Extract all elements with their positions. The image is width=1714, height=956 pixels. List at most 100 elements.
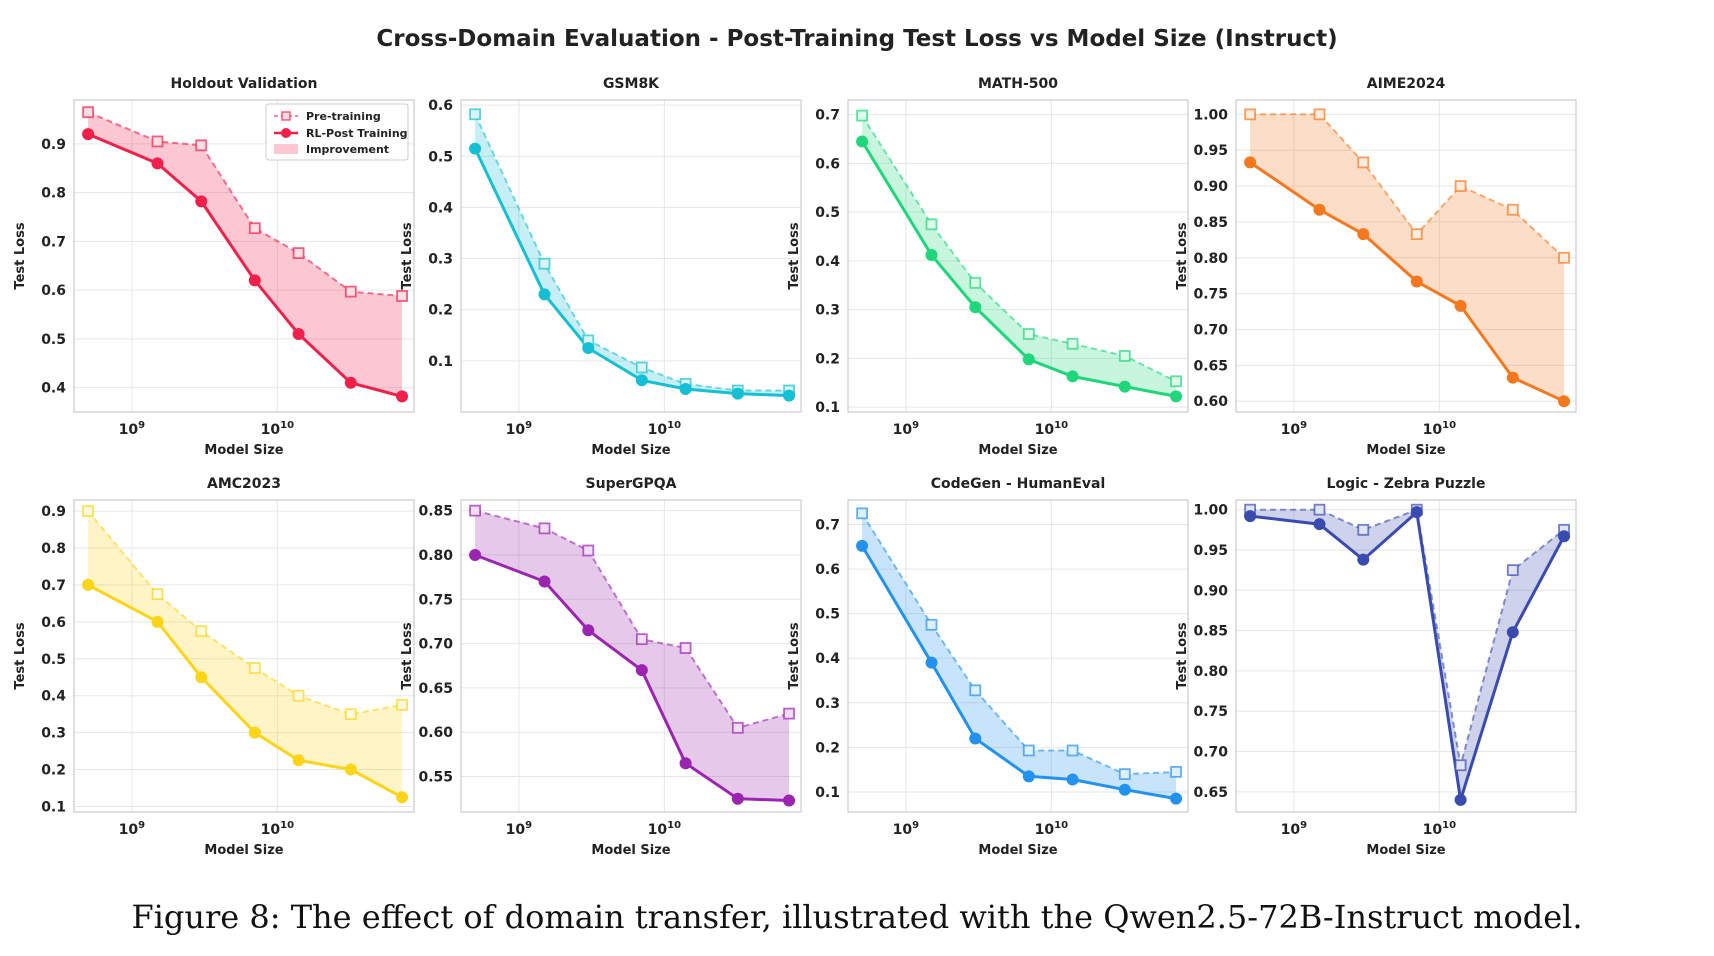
x-tick-label: 109: [893, 420, 919, 438]
legend: Pre-training RL-Post Training Improvement: [265, 103, 409, 161]
rl-post-training-point: [582, 342, 595, 355]
rl-post-training-point: [538, 575, 551, 588]
pre-training-point: [856, 507, 868, 520]
y-axis-label: Test Loss: [13, 622, 28, 689]
rl-post-training-point: [635, 374, 648, 387]
pre-training-point: [151, 135, 164, 148]
pre-training-point: [1313, 108, 1326, 121]
rl-post-training-line: [473, 147, 790, 398]
y-tick-label: 0.5: [428, 149, 453, 165]
pre-training-line: [1250, 508, 1565, 766]
legend-improvement-label: Improvement: [306, 143, 389, 156]
y-tick-label: 0.4: [41, 689, 66, 705]
plot-frame: [73, 99, 415, 413]
rl-post-training-point: [635, 664, 648, 677]
rl-post-training-point: [344, 763, 357, 776]
rl-post-training-point: [731, 792, 744, 805]
y-tick-label: 0.9: [41, 137, 66, 153]
y-tick-label: 0.2: [815, 740, 840, 756]
subplot-title: Holdout Validation: [171, 76, 318, 92]
rl-post-training-point: [856, 539, 869, 552]
rl-post-training-point: [82, 578, 95, 591]
legend-box: [265, 103, 409, 161]
x-tick-label: 1010: [1035, 820, 1068, 838]
rl-post-training-point: [582, 624, 595, 637]
y-tick-label: 0.75: [1193, 287, 1228, 303]
pre-training-point: [582, 544, 595, 557]
x-axis-label: Model Size: [591, 443, 670, 458]
subplot-title: MATH-500: [978, 76, 1058, 92]
improvement-area: [475, 510, 789, 801]
pre-training-point: [248, 662, 261, 674]
pre-training-point: [731, 721, 744, 734]
y-tick-label: 0.65: [1193, 358, 1228, 374]
rl-post-training-point: [731, 387, 744, 400]
y-tick-label: 0.1: [428, 354, 453, 370]
improvement-area: [88, 112, 402, 397]
plot-frame: [1235, 499, 1577, 813]
subplot-title: AIME2024: [1367, 76, 1446, 92]
rl-post-training-point: [1244, 510, 1257, 523]
x-axis-label: Model Size: [978, 443, 1057, 458]
rl-post-training-point: [1313, 518, 1326, 531]
pre-training-point: [1313, 503, 1326, 516]
improvement-area: [88, 511, 402, 798]
y-tick-label: 0.3: [428, 252, 453, 268]
x-tick-label: 109: [119, 820, 145, 838]
y-tick-label: 1.00: [1193, 503, 1228, 519]
pre-training-point: [344, 285, 357, 298]
pre-training-point: [1506, 203, 1519, 216]
pre-training-point: [82, 106, 94, 119]
x-tick-label: 109: [506, 420, 532, 438]
y-tick-label: 0.6: [41, 615, 66, 631]
pre-training-line: [474, 113, 789, 392]
y-tick-label: 0.7: [815, 108, 840, 124]
subplot-title: CodeGen - HumanEval: [931, 476, 1106, 492]
y-tick-label: 0.85: [418, 504, 453, 520]
subplot-holdout-validation: Holdout Validation 0.4 0.5 0.6 0.7 0.8 0.9 109 1…: [13, 76, 415, 458]
rl-post-training-point: [1506, 626, 1519, 639]
rl-post-training-point: [856, 135, 869, 148]
y-tick-label: 0.6: [428, 98, 453, 114]
rl-post-training-point: [1454, 793, 1467, 806]
rl-post-training-point: [151, 157, 164, 170]
x-tick-label: 109: [893, 820, 919, 838]
rl-post-training-point: [1022, 770, 1035, 783]
x-axis-label: Model Size: [1366, 443, 1445, 458]
pre-training-point: [969, 684, 982, 697]
rl-post-training-point: [925, 656, 938, 669]
y-tick-label: 0.95: [1193, 143, 1228, 159]
rl-post-training-point: [1410, 506, 1423, 519]
y-tick-label: 0.2: [815, 351, 840, 367]
y-tick-label: 0.70: [1193, 745, 1228, 761]
pre-training-point: [538, 257, 551, 270]
y-tick-label: 0.85: [1193, 215, 1228, 231]
y-tick-label: 0.60: [418, 725, 453, 741]
y-tick-label: 0.70: [418, 637, 453, 653]
x-axis-label: Model Size: [1366, 843, 1445, 858]
y-tick-label: 0.4: [815, 254, 840, 270]
y-tick-label: 0.55: [418, 770, 453, 786]
pre-training-point: [635, 361, 648, 374]
plot-frame: [460, 99, 802, 413]
pre-training-point: [679, 642, 692, 654]
y-tick-label: 0.3: [815, 696, 840, 712]
rl-post-training-point: [195, 195, 208, 208]
rl-post-training-point: [1170, 390, 1183, 403]
rl-post-training-point: [292, 328, 305, 340]
y-tick-label: 0.70: [1193, 323, 1228, 339]
x-tick-label: 1010: [261, 420, 294, 438]
rl-post-training-point: [248, 726, 261, 739]
improvement-area: [862, 513, 1176, 799]
pre-training-point: [783, 707, 795, 720]
x-axis-label: Model Size: [204, 443, 283, 458]
pre-training-point: [195, 139, 208, 152]
y-tick-label: 0.65: [1193, 785, 1228, 801]
y-tick-label: 0.75: [418, 592, 453, 608]
rl-post-training-point: [248, 274, 261, 287]
rl-post-training-point: [1558, 395, 1571, 408]
improvement-area: [1250, 509, 1564, 800]
y-tick-label: 0.60: [1193, 394, 1228, 410]
y-tick-label: 0.2: [41, 763, 66, 779]
x-axis-label: Model Size: [204, 843, 283, 858]
